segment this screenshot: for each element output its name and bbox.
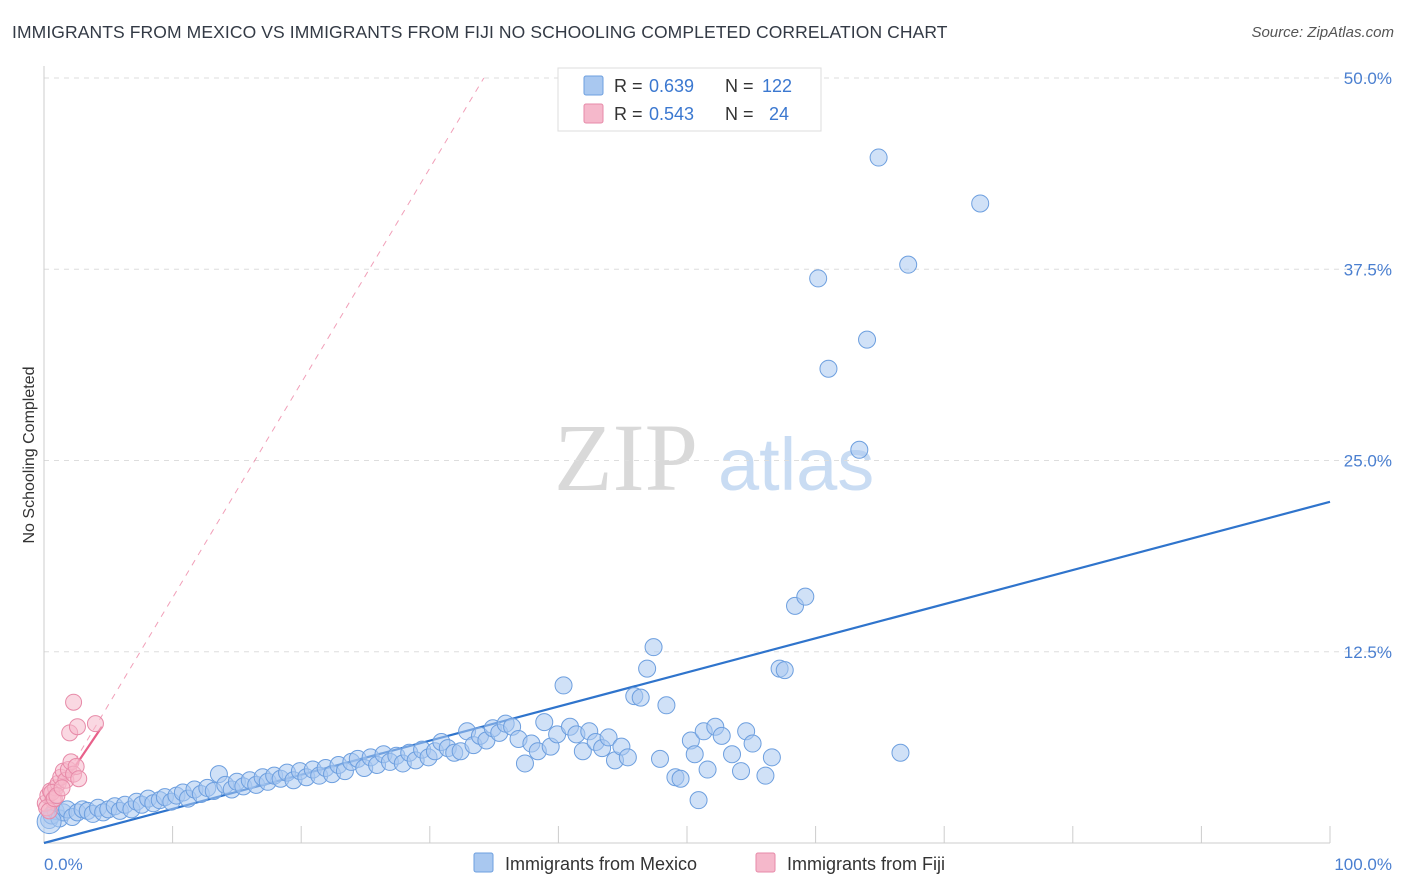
data-point-fiji — [70, 770, 88, 788]
bottom-legend-label-fiji: Immigrants from Fiji — [787, 854, 945, 874]
x-tick-label: 100.0% — [1334, 855, 1392, 874]
legend-n-value-fiji: 24 — [769, 104, 789, 124]
x-tick-label: 0.0% — [44, 855, 83, 874]
data-point-mexico — [535, 713, 554, 732]
data-point-mexico — [638, 659, 657, 678]
data-point-mexico — [869, 148, 888, 167]
bottom-legend-label-mexico: Immigrants from Mexico — [505, 854, 697, 874]
legend-n-label-mexico: N = — [725, 76, 754, 96]
data-point-mexico — [732, 762, 751, 781]
chart-title: IMMIGRANTS FROM MEXICO VS IMMIGRANTS FRO… — [12, 22, 948, 42]
data-point-mexico — [891, 743, 910, 762]
legend-swatch-fiji — [583, 103, 604, 124]
y-tick-label: 50.0% — [1344, 69, 1392, 88]
y-axis-label: No Schooling Completed — [21, 367, 38, 544]
data-point-mexico — [723, 745, 742, 764]
legend-r-label-fiji: R = — [614, 104, 643, 124]
data-point-mexico — [858, 330, 877, 349]
tick-labels: 12.5% 25.0% 37.5% 50.0% 0.0% 100.0% — [44, 69, 1392, 874]
gridlines — [44, 77, 1392, 653]
legend-n-value-mexico: 122 — [762, 76, 792, 96]
mexico-points — [36, 148, 990, 835]
data-point-mexico — [809, 269, 828, 288]
data-point-mexico — [762, 748, 781, 767]
data-point-mexico — [644, 638, 663, 657]
data-point-mexico — [573, 742, 592, 761]
fiji-points — [36, 693, 104, 820]
data-point-fiji — [65, 693, 83, 711]
data-point-mexico — [599, 728, 618, 747]
legend-r-value-fiji: 0.543 — [649, 104, 694, 124]
legend-box: R = 0.639 N = 122 R = 0.543 N = 24 — [557, 67, 822, 132]
watermark-atlas: atlas — [718, 423, 874, 506]
data-point-mexico — [899, 255, 918, 274]
bottom-legend: Immigrants from Mexico Immigrants from F… — [473, 852, 945, 874]
data-point-fiji — [53, 779, 71, 797]
data-point-mexico — [775, 661, 794, 680]
data-point-fiji — [86, 715, 104, 733]
data-point-mexico — [618, 748, 637, 767]
legend-n-label-fiji: N = — [725, 104, 754, 124]
fiji-trend-extension — [43, 77, 485, 813]
data-point-mexico — [850, 440, 869, 459]
data-point-mexico — [650, 749, 669, 768]
data-point-mexico — [515, 754, 534, 773]
data-point-mexico — [712, 726, 731, 745]
data-point-mexico — [657, 696, 676, 715]
data-point-mexico — [756, 766, 775, 785]
source-label: Source: ZipAtlas.com — [1251, 24, 1394, 41]
legend-swatch-mexico — [583, 75, 604, 96]
bottom-legend-swatch-mexico — [473, 852, 494, 873]
data-point-mexico — [671, 769, 690, 788]
data-point-fiji — [68, 718, 86, 736]
data-point-mexico — [554, 676, 573, 695]
legend-r-label-mexico: R = — [614, 76, 643, 96]
y-tick-label: 12.5% — [1344, 643, 1392, 662]
y-tick-label: 37.5% — [1344, 260, 1392, 279]
data-point-mexico — [819, 359, 838, 378]
data-point-mexico — [685, 745, 704, 764]
axes — [43, 66, 1331, 844]
data-point-mexico — [743, 734, 762, 753]
data-point-mexico — [698, 760, 717, 779]
data-point-mexico — [631, 688, 650, 707]
watermark-zip: ZIP — [554, 404, 698, 511]
legend-r-value-mexico: 0.639 — [649, 76, 694, 96]
y-tick-label: 25.0% — [1344, 452, 1392, 471]
data-point-mexico — [971, 194, 990, 213]
bottom-legend-swatch-fiji — [755, 852, 776, 873]
data-point-mexico — [689, 791, 708, 810]
data-point-mexico — [796, 587, 815, 606]
